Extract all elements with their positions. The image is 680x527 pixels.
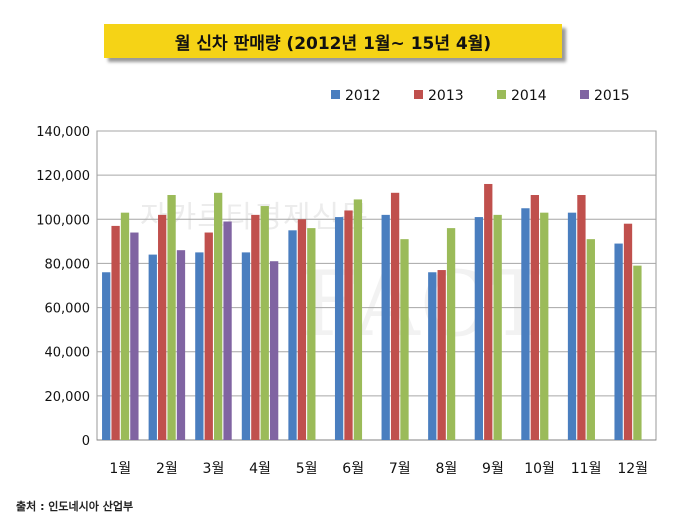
bar bbox=[260, 206, 269, 440]
y-tick-label: 20,000 bbox=[45, 390, 91, 405]
bar bbox=[288, 230, 297, 440]
bar bbox=[241, 252, 251, 440]
x-tick-label: 1월 bbox=[109, 461, 131, 477]
bar bbox=[334, 217, 344, 440]
x-tick-label: 9월 bbox=[482, 461, 504, 477]
x-tick-label: 3월 bbox=[203, 461, 225, 477]
bar bbox=[344, 210, 353, 440]
x-tick-label: 6월 bbox=[342, 461, 364, 477]
x-tick-label: 7월 bbox=[389, 461, 411, 477]
bar bbox=[577, 195, 586, 440]
bar bbox=[214, 192, 223, 440]
bar bbox=[390, 192, 400, 440]
bar bbox=[353, 199, 363, 440]
y-tick-label: 80,000 bbox=[45, 257, 91, 272]
x-tick-label: 5월 bbox=[296, 461, 318, 477]
y-tick-label: 0 bbox=[82, 434, 90, 449]
bar bbox=[120, 212, 130, 440]
bar bbox=[148, 254, 157, 440]
bar bbox=[307, 228, 316, 440]
bar bbox=[167, 195, 176, 440]
bar bbox=[567, 212, 577, 440]
bar bbox=[428, 272, 437, 440]
legend-swatch bbox=[580, 90, 589, 99]
x-tick-label: 2월 bbox=[156, 461, 178, 477]
y-tick-label: 120,000 bbox=[36, 169, 90, 184]
legend-swatch bbox=[331, 90, 340, 99]
bar bbox=[297, 219, 307, 440]
legend-label: 2014 bbox=[511, 88, 547, 104]
bar bbox=[269, 261, 279, 440]
bar bbox=[474, 217, 484, 440]
x-tick-label: 10월 bbox=[524, 461, 555, 477]
bar bbox=[493, 214, 502, 440]
bar bbox=[446, 228, 456, 440]
bar bbox=[195, 252, 204, 440]
bar bbox=[530, 195, 539, 440]
bar bbox=[381, 214, 390, 440]
y-tick-label: 100,000 bbox=[36, 213, 90, 228]
bar bbox=[158, 214, 167, 440]
x-tick-label: 12월 bbox=[617, 461, 648, 477]
legend-swatch bbox=[414, 90, 423, 99]
x-tick-label: 11월 bbox=[571, 461, 602, 477]
bar bbox=[176, 250, 186, 440]
bar bbox=[586, 239, 595, 440]
bar bbox=[540, 212, 549, 440]
bar bbox=[400, 239, 409, 440]
bar bbox=[633, 265, 642, 440]
bar bbox=[204, 232, 213, 440]
legend-label: 2012 bbox=[345, 88, 381, 104]
legend-label: 2015 bbox=[594, 88, 630, 104]
bar bbox=[223, 221, 232, 440]
bar bbox=[102, 272, 111, 440]
bar bbox=[111, 225, 120, 440]
chart-title: 월 신차 판매량 (2012년 1월~ 15년 4월) bbox=[104, 24, 562, 58]
bar bbox=[614, 243, 623, 440]
bar bbox=[130, 232, 139, 440]
bar bbox=[484, 183, 493, 440]
source-note: 출처 : 인도네시아 산업부 bbox=[16, 500, 134, 513]
bar bbox=[623, 223, 633, 440]
bar bbox=[251, 214, 260, 440]
y-tick-label: 140,000 bbox=[36, 125, 90, 140]
bar bbox=[437, 270, 446, 440]
y-tick-label: 60,000 bbox=[45, 302, 91, 317]
bar bbox=[521, 208, 530, 440]
legend-swatch bbox=[497, 90, 506, 99]
x-tick-label: 8월 bbox=[435, 461, 457, 477]
legend-label: 2013 bbox=[428, 88, 464, 104]
y-tick-label: 40,000 bbox=[45, 346, 91, 361]
x-tick-label: 4월 bbox=[249, 461, 271, 477]
